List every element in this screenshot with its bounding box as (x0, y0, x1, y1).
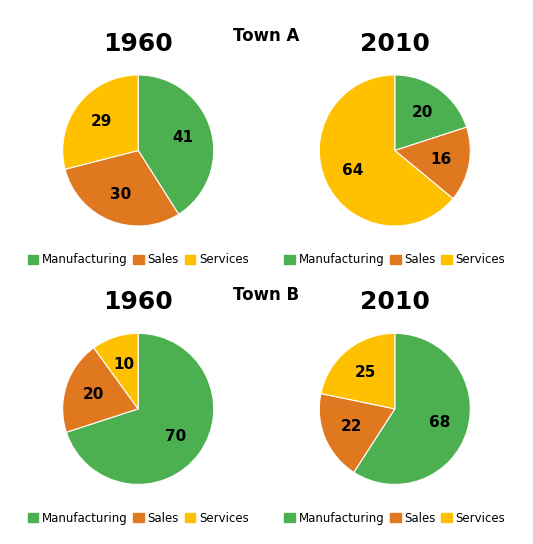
Wedge shape (319, 393, 395, 472)
Wedge shape (94, 333, 138, 409)
Title: 2010: 2010 (360, 290, 430, 314)
Wedge shape (138, 75, 214, 214)
Wedge shape (321, 333, 395, 409)
Wedge shape (395, 75, 467, 151)
Legend: Manufacturing, Sales, Services: Manufacturing, Sales, Services (28, 254, 249, 267)
Text: 29: 29 (91, 114, 112, 129)
Text: 22: 22 (341, 419, 362, 435)
Text: 25: 25 (354, 365, 376, 380)
Wedge shape (319, 75, 453, 226)
Wedge shape (63, 348, 138, 432)
Text: 16: 16 (430, 152, 451, 167)
Title: 2010: 2010 (360, 32, 430, 56)
Legend: Manufacturing, Sales, Services: Manufacturing, Sales, Services (28, 512, 249, 525)
Text: 20: 20 (411, 105, 433, 120)
Text: Town A: Town A (233, 27, 300, 45)
Text: 70: 70 (165, 429, 187, 444)
Legend: Manufacturing, Sales, Services: Manufacturing, Sales, Services (284, 512, 505, 525)
Text: 30: 30 (110, 187, 132, 201)
Text: Town B: Town B (233, 286, 300, 304)
Wedge shape (65, 151, 179, 226)
Wedge shape (354, 333, 470, 484)
Legend: Manufacturing, Sales, Services: Manufacturing, Sales, Services (284, 254, 505, 267)
Text: 68: 68 (429, 415, 450, 430)
Wedge shape (395, 127, 470, 199)
Wedge shape (66, 333, 214, 484)
Text: 41: 41 (173, 130, 193, 145)
Title: 1960: 1960 (103, 290, 173, 314)
Text: 20: 20 (83, 387, 104, 402)
Text: 64: 64 (342, 163, 363, 178)
Wedge shape (63, 75, 138, 169)
Title: 1960: 1960 (103, 32, 173, 56)
Text: 10: 10 (113, 357, 134, 372)
